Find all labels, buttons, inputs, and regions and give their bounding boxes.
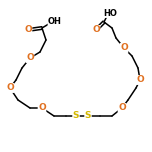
- Text: S: S: [73, 112, 79, 121]
- Text: O: O: [6, 83, 14, 93]
- Text: O: O: [118, 104, 126, 112]
- Text: O: O: [38, 104, 46, 112]
- Text: O: O: [92, 26, 100, 35]
- Text: O: O: [26, 54, 34, 62]
- Text: O: O: [120, 43, 128, 52]
- Text: OH: OH: [48, 17, 62, 26]
- Text: S: S: [85, 112, 91, 121]
- Text: O: O: [24, 26, 32, 35]
- Text: O: O: [136, 76, 144, 85]
- Text: HO: HO: [103, 9, 117, 17]
